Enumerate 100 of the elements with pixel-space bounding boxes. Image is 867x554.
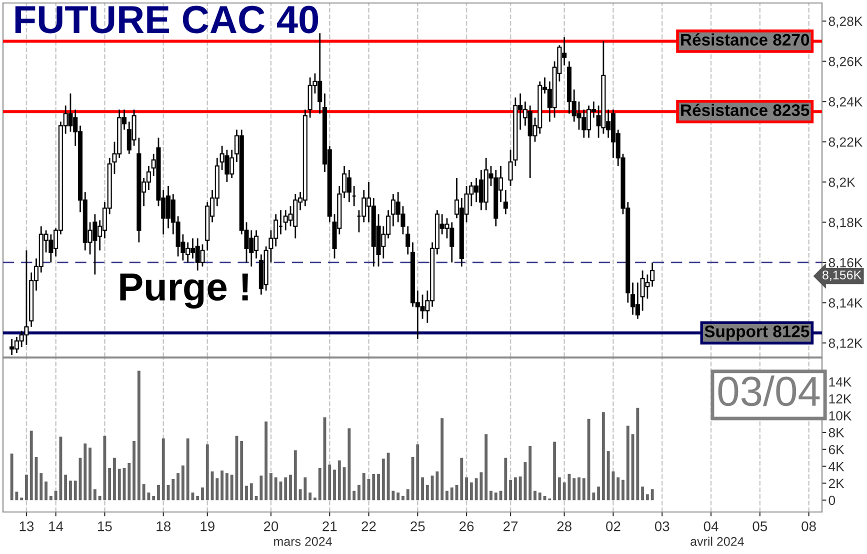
candlestick (406, 226, 410, 256)
bar (113, 458, 116, 500)
bar (30, 430, 33, 500)
y-tick-label: 8,26K (828, 56, 863, 68)
x-tick-label: 13 (20, 521, 34, 532)
bar (352, 490, 356, 500)
y-tick-label: 8,14K (828, 298, 863, 310)
y-tick-label: 8,22K (828, 137, 863, 148)
bar (250, 483, 253, 500)
bar (225, 473, 228, 500)
bar (245, 486, 248, 500)
bar (484, 434, 488, 500)
bar (616, 477, 620, 500)
bar (20, 498, 24, 500)
x-tick-label: 26 (460, 521, 474, 532)
bar (538, 492, 542, 500)
ref-line-label: Résistance 8235 (681, 104, 810, 116)
bar (49, 496, 52, 500)
bar (172, 479, 175, 500)
bar (137, 370, 140, 500)
bar (274, 477, 278, 500)
bar (602, 412, 605, 500)
bar (650, 489, 654, 500)
bar (308, 492, 312, 500)
chart-title: FUTURE CAC 40 (15, 6, 318, 34)
bar (328, 464, 332, 500)
bar (578, 477, 580, 500)
y-tick-label: 8,12K (828, 338, 863, 350)
annotation: Purge ! (120, 274, 248, 309)
bar (626, 426, 630, 500)
y-tick-label: 0 (828, 496, 836, 506)
bar (338, 460, 341, 500)
bar (69, 480, 72, 500)
bar (74, 480, 77, 500)
y-tick-label: 10K (829, 411, 852, 420)
x-tick-label: 02 (606, 521, 620, 532)
x-tick-label: 04 (704, 521, 718, 532)
bar (44, 482, 48, 500)
bar (372, 474, 376, 500)
bar (157, 484, 160, 500)
y-tick-label: 4K (828, 462, 844, 472)
bar (294, 450, 297, 500)
bar (396, 492, 400, 500)
ref-line-label: Support 8125 (704, 326, 810, 341)
bar (470, 482, 473, 500)
bar (88, 448, 92, 500)
bar (460, 458, 464, 500)
bar (494, 492, 498, 500)
y-tick-label: 12K (829, 394, 852, 404)
bar (446, 490, 448, 500)
bar (582, 478, 586, 500)
bar (382, 458, 385, 500)
x-tick-label: 21 (322, 521, 337, 532)
bar (93, 489, 96, 500)
x-tick-label: 28 (557, 521, 572, 532)
y-tick-label: 8,16K (828, 258, 863, 269)
bar (641, 486, 644, 500)
bar (622, 480, 624, 500)
bar (84, 443, 87, 500)
annotation: 03/04 (718, 376, 820, 406)
candlestick (503, 189, 508, 215)
bar (264, 421, 268, 500)
bar (230, 474, 234, 500)
bar (421, 477, 424, 500)
bar (528, 446, 532, 500)
y-tick-label: 8,28K (828, 16, 863, 28)
bar (240, 440, 244, 500)
bar (504, 458, 508, 500)
y-tick-label: 8,2K (828, 178, 856, 188)
x-tick-label: 03 (654, 521, 670, 532)
bar (646, 494, 649, 500)
bar (128, 462, 131, 500)
bar (176, 473, 180, 500)
bar (465, 477, 468, 500)
bar (269, 473, 272, 500)
bar (313, 498, 316, 500)
ref-line-label: Résistance 8270 (681, 33, 810, 46)
bar (132, 440, 136, 500)
bar (440, 418, 444, 500)
bar (206, 444, 209, 500)
bar (509, 480, 512, 500)
bar (162, 438, 165, 500)
bar (416, 444, 420, 500)
y-tick-label: 8K (828, 428, 844, 438)
x-tick-label: 15 (98, 522, 112, 532)
x-tick-label: 22 (362, 521, 376, 532)
bar (558, 477, 561, 500)
y-tick-label: 2K (828, 478, 844, 488)
bar (40, 473, 43, 500)
candlestick (650, 262, 655, 288)
x-tick-label: 20 (264, 521, 278, 532)
x-tick-label: 25 (410, 521, 425, 532)
bar (108, 468, 112, 500)
bar (118, 468, 121, 500)
text: avril 2024 (690, 536, 744, 546)
bar (289, 474, 292, 500)
bar (362, 473, 366, 500)
bar (220, 470, 224, 500)
bar (597, 486, 600, 500)
bar (450, 487, 454, 500)
